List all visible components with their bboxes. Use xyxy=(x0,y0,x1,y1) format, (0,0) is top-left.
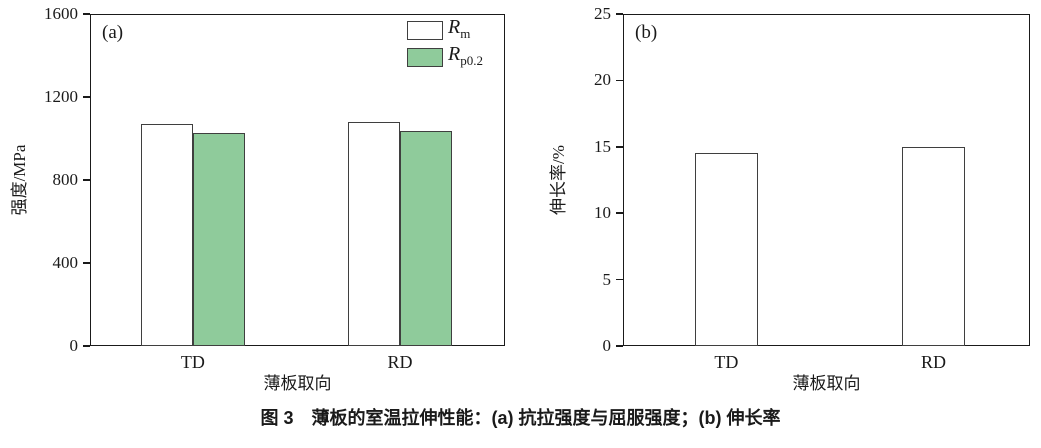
x-tick-label: TD xyxy=(180,352,205,372)
legend: Rm Rp0.2 xyxy=(407,17,483,74)
bar-Rp0.2-TD xyxy=(192,133,245,346)
y-tick xyxy=(616,278,623,281)
panel-label-a: (a) xyxy=(102,22,124,43)
y-tick-label: 25 xyxy=(594,4,611,23)
y-tick xyxy=(83,13,90,15)
legend-label: Rp0.2 xyxy=(448,42,483,68)
y-tick-label: 15 xyxy=(594,136,611,156)
y-tick-label: 0 xyxy=(69,336,79,355)
bar-Rm-RD xyxy=(348,121,400,346)
y-tick-label: 0 xyxy=(602,336,612,355)
y-tick xyxy=(616,345,623,347)
y-tick xyxy=(616,79,623,82)
y-tick-label: 1200 xyxy=(44,87,78,106)
x-tick-label: RD xyxy=(387,352,413,372)
legend-swatch xyxy=(407,20,443,40)
y-axis-title-a: 强度/MPa xyxy=(10,144,29,216)
x-axis-title-b: 薄板取向 xyxy=(792,374,861,393)
y-tick-label: 400 xyxy=(52,253,79,272)
y-tick xyxy=(616,146,623,148)
legend-swatch xyxy=(407,47,443,67)
bar-elongation-RD xyxy=(902,146,966,346)
legend-label: Rm xyxy=(448,15,471,41)
y-tick xyxy=(83,262,90,264)
plot-area-a xyxy=(90,14,505,346)
y-tick xyxy=(83,345,90,347)
y-tick-label: 800 xyxy=(52,170,79,189)
bar-Rp0.2-RD xyxy=(400,131,452,346)
y-tick xyxy=(616,13,623,15)
bar-Rm-TD xyxy=(140,123,193,346)
y-tick-label: 20 xyxy=(594,70,611,90)
y-tick-label: 1600 xyxy=(44,4,78,23)
y-tick xyxy=(616,212,623,214)
x-tick-label: RD xyxy=(921,352,947,372)
x-tick-label: TD xyxy=(714,352,739,372)
legend-item: Rp0.2 xyxy=(407,44,483,68)
y-tick-label: 10 xyxy=(594,203,611,223)
panel-label-b: (b) xyxy=(635,22,658,43)
y-tick xyxy=(83,96,90,98)
y-axis-title-b: 伸长率/% xyxy=(549,145,568,215)
y-tick-label: 5 xyxy=(602,269,612,289)
legend-item: Rm xyxy=(407,17,483,41)
plot-area-b xyxy=(623,14,1030,346)
bar-elongation-TD xyxy=(694,153,758,346)
y-tick xyxy=(83,179,90,181)
figure-caption: 图 3 薄板的室温拉伸性能：(a) 抗拉强度与屈服强度；(b) 伸长率 xyxy=(260,408,781,428)
x-axis-title-a: 薄板取向 xyxy=(263,374,332,393)
